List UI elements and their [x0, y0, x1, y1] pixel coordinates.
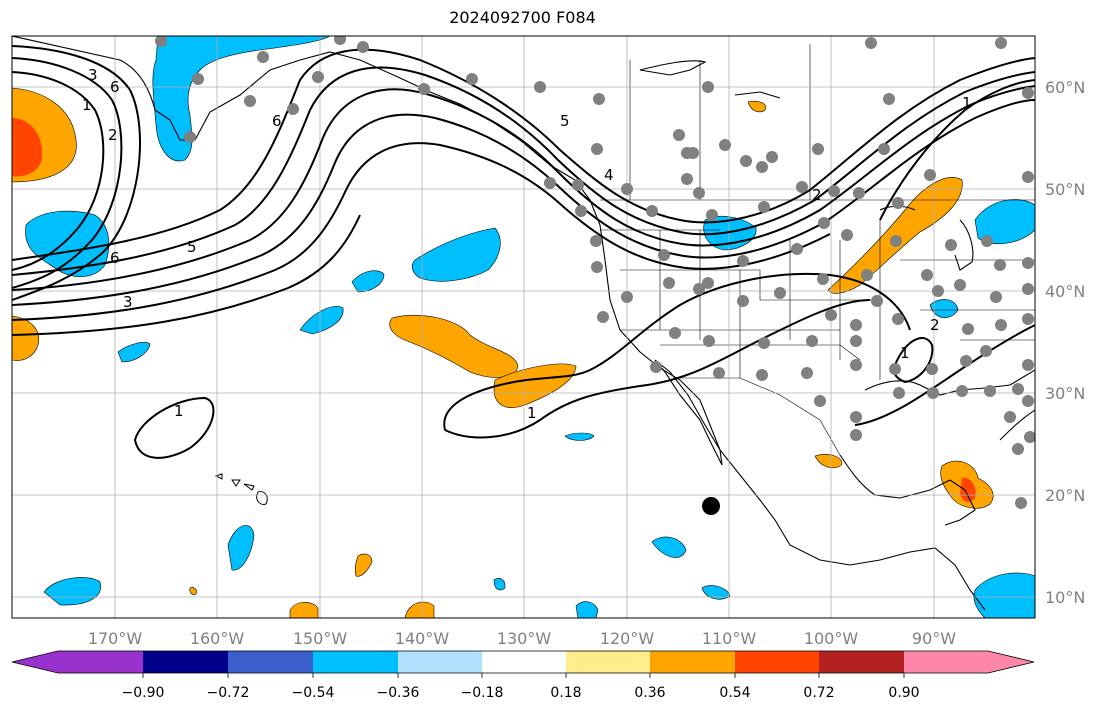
colorbar-tick-label: −0.90 — [122, 685, 165, 701]
lon-label: 140°W — [395, 629, 450, 648]
colorbar-swatch — [58, 651, 143, 673]
lon-label: 120°W — [600, 629, 655, 648]
lon-label: 90°W — [912, 629, 956, 648]
contour-label: 5 — [560, 112, 570, 130]
colorbar-swatch — [988, 651, 1034, 673]
colorbar-swatch — [566, 651, 650, 673]
colorbar-swatch — [228, 651, 313, 673]
map-frame — [11, 35, 1036, 619]
contour-label: 1 — [174, 402, 184, 420]
contour-labels: 1 2 3 5 6 6 5 3 1 1 1 6 4 2 1 2 — [82, 66, 972, 422]
colorbar-tick-label: 0.54 — [719, 685, 750, 701]
colorbar-swatch — [904, 651, 988, 673]
map-title: 2024092700 F084 — [449, 8, 596, 27]
colorbar-tick-label: 0.72 — [803, 685, 834, 701]
colorbar-swatch — [143, 651, 228, 673]
contour-label: 4 — [604, 166, 614, 184]
colorbar-swatch — [650, 651, 735, 673]
colorbar-tick-label: 0.18 — [550, 685, 581, 701]
contour-label: 5 — [187, 238, 197, 256]
lon-label: 110°W — [702, 629, 757, 648]
colorbar-swatch — [12, 651, 58, 673]
lon-label: 150°W — [293, 629, 348, 648]
colorbar-tick-label: −0.36 — [377, 685, 420, 701]
lat-label: 60°N — [1045, 78, 1085, 97]
contour-label: 6 — [272, 112, 282, 130]
lat-label: 10°N — [1045, 588, 1085, 607]
lon-label: 130°W — [497, 629, 552, 648]
colorbar-swatch — [735, 651, 819, 673]
station-markers — [155, 36, 1035, 509]
lat-label: 30°N — [1045, 384, 1085, 403]
colorbar-swatch — [482, 651, 566, 673]
colorbar-tick-label: 0.90 — [888, 685, 919, 701]
contour-label: 1 — [527, 404, 537, 422]
contour-label: 2 — [930, 316, 940, 334]
latitude-labels: 60°N 50°N 40°N 30°N 20°N 10°N — [1045, 78, 1085, 607]
contour-lines — [12, 45, 1035, 459]
colorbar-tick-label: −0.54 — [292, 685, 335, 701]
graticule — [12, 36, 1035, 618]
lon-label: 100°W — [804, 629, 859, 648]
lat-label: 20°N — [1045, 486, 1085, 505]
contour-label: 1 — [82, 96, 92, 114]
contour-label: 1 — [962, 94, 972, 112]
colorbar-swatch — [398, 651, 482, 673]
lon-label: 170°W — [88, 629, 143, 648]
lat-label: 50°N — [1045, 180, 1085, 199]
colorbar: −0.90 −0.72 −0.54 −0.36 −0.18 0.18 0.36 … — [11, 650, 1035, 701]
hawaii-islands — [214, 473, 268, 505]
contour-label: 3 — [123, 293, 133, 311]
contour-label: 3 — [88, 66, 98, 84]
shaded-field — [12, 36, 1035, 618]
lon-label: 160°W — [190, 629, 245, 648]
colorbar-swatch — [313, 651, 398, 673]
colorbar-tick-label: −0.72 — [207, 685, 250, 701]
contour-label: 2 — [812, 186, 822, 204]
longitude-labels: 170°W 160°W 150°W 140°W 130°W 120°W 110°… — [88, 629, 956, 648]
contour-label: 2 — [108, 126, 118, 144]
colorbar-tick-label: −0.18 — [461, 685, 504, 701]
contour-label: 6 — [110, 249, 120, 267]
colorbar-tick-label: 0.36 — [634, 685, 665, 701]
contour-label: 6 — [110, 78, 120, 96]
lat-label: 40°N — [1045, 282, 1085, 301]
contour-label: 1 — [900, 344, 910, 362]
storm-center-marker — [702, 497, 720, 515]
colorbar-swatch — [819, 651, 904, 673]
